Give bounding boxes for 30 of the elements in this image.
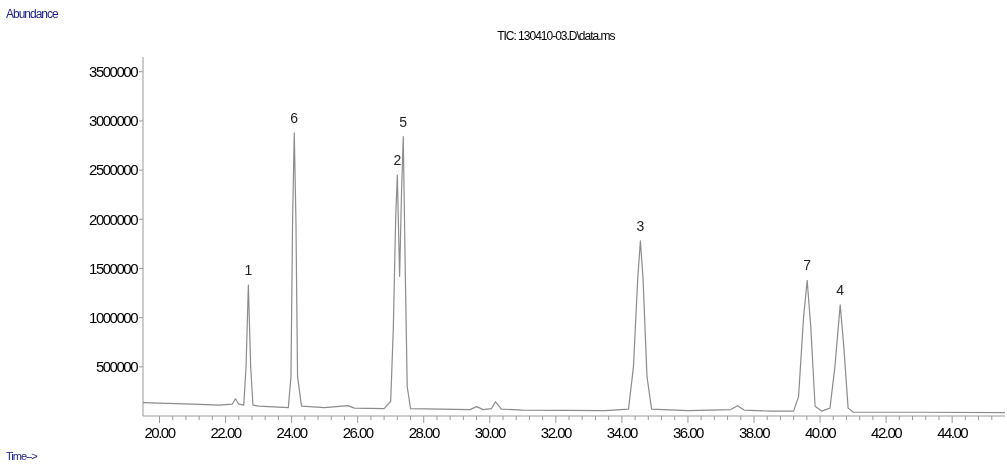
x-tick-label: 38.00 xyxy=(738,424,771,441)
y-tick-label: 2000000 xyxy=(89,210,139,228)
chart-title: TIC: 130410-03.D\data.ms xyxy=(497,29,616,43)
x-tick-label: 20.00 xyxy=(144,424,176,441)
y-tick-label: 3000000 xyxy=(89,112,139,130)
annotation: 5 xyxy=(399,113,408,130)
y-tick-label: 1000000 xyxy=(89,308,139,326)
x-tick-label: 44.00 xyxy=(937,424,969,441)
x-tick-label: 42.00 xyxy=(871,424,903,441)
x-tick-label: 32.00 xyxy=(540,424,573,441)
annotation: 1 xyxy=(244,262,253,279)
x-tick-label: 22.00 xyxy=(210,424,242,441)
y-tick-label: 500000 xyxy=(95,358,139,376)
annotation: 2 xyxy=(393,152,402,169)
x-tick-label: 26.00 xyxy=(342,424,374,441)
x-tick-label: 28.00 xyxy=(408,424,440,441)
y-axis-title: Abundance xyxy=(6,7,60,21)
annotation: 4 xyxy=(836,281,845,298)
annotation: 7 xyxy=(803,257,812,274)
x-tick-label: 24.00 xyxy=(276,424,308,441)
x-tick-label: 34.00 xyxy=(606,424,639,441)
x-tick-label: 36.00 xyxy=(672,424,705,441)
x-axis-title: Time--> xyxy=(6,450,38,462)
x-tick-label: 40.00 xyxy=(805,424,837,441)
y-tick-label: 3500000 xyxy=(89,63,139,80)
annotation: 3 xyxy=(636,217,645,234)
x-tick-label: 30.00 xyxy=(474,424,506,441)
annotation: 6 xyxy=(290,109,299,126)
y-tick-label: 2500000 xyxy=(89,161,139,179)
y-tick-label: 1500000 xyxy=(89,259,139,277)
